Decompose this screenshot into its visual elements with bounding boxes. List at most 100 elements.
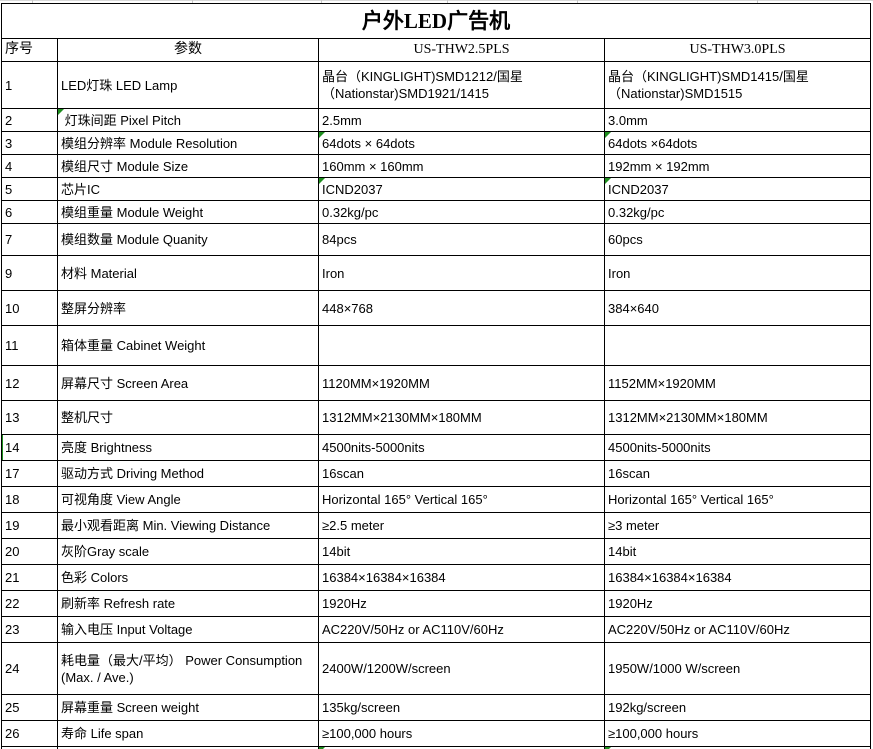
cell-value-thw30pls[interactable]: ≥3 meter [604,512,871,539]
column-header-parameter[interactable]: 参数 [57,38,319,62]
cell-value-thw30pls[interactable]: 晶台（KINGLIGHT)SMD1415/国星 （Nationstar)SMD1… [604,61,871,109]
table-row: 11 箱体重量 Cabinet Weight [1,325,871,366]
cell-value-thw30pls[interactable]: 1920Hz [604,590,871,617]
cell-value-thw25pls[interactable]: ≥2.5 meter [318,512,605,539]
cell-row-number[interactable]: 21 [1,564,58,591]
column-header-index[interactable]: 序号 [1,38,58,62]
cell-row-number[interactable]: 26 [1,720,58,747]
cell-value-thw30pls[interactable]: 4500nits-5000nits [604,434,871,461]
cell-row-number[interactable]: 3 [1,131,58,155]
cell-parameter[interactable]: 模组重量 Module Weight [57,200,319,224]
cell-value-thw25pls[interactable]: 16384×16384×16384 [318,564,605,591]
cell-row-number[interactable]: 25 [1,694,58,721]
cell-row-number[interactable]: 23 [1,616,58,643]
cell-value-thw30pls[interactable]: 1950W/1000 W/screen [604,642,871,695]
cell-value-thw30pls[interactable]: 192kg/screen [604,694,871,721]
cell-value-thw30pls[interactable]: 1152MM×1920MM [604,365,871,401]
cell-row-number[interactable]: 1 [1,61,58,109]
cell-parameter[interactable]: 整屏分辨率 [57,290,319,326]
cell-parameter[interactable]: 输入电压 Input Voltage [57,616,319,643]
cell-row-number[interactable]: 20 [1,538,58,565]
cell-parameter[interactable]: 整机尺寸 [57,400,319,435]
cell-value-thw25pls[interactable]: 晶台（KINGLIGHT)SMD1212/国星 （Nationstar)SMD1… [318,61,605,109]
cell-parameter[interactable]: 驱动方式 Driving Method [57,460,319,487]
cell-value-thw25pls[interactable]: 16scan [318,460,605,487]
cell-value-thw25pls[interactable]: 1312MM×2130MM×180MM [318,400,605,435]
cell-value-thw25pls[interactable]: 1920Hz [318,590,605,617]
cell-value-thw30pls[interactable]: 3.0mm [604,108,871,132]
cell-value-thw25pls[interactable]: 448×768 [318,290,605,326]
cell-value-thw25pls[interactable]: AC220V/50Hz or AC110V/60Hz [318,616,605,643]
cell-value-thw25pls[interactable]: Horizontal 165° Vertical 165° [318,486,605,513]
cell-parameter[interactable]: 箱体重量 Cabinet Weight [57,325,319,366]
cell-row-number[interactable]: 5 [1,177,58,201]
cell-row-number[interactable]: 18 [1,486,58,513]
cell-parameter[interactable]: 模组数量 Module Quanity [57,223,319,256]
cell-row-number[interactable]: 10 [1,290,58,326]
cell-value-thw25pls[interactable]: 84pcs [318,223,605,256]
cell-parameter[interactable]: 模组尺寸 Module Size [57,154,319,178]
cell-parameter[interactable]: 可视角度 View Angle [57,486,319,513]
cell-parameter[interactable]: 寿命 Life span [57,720,319,747]
cell-parameter[interactable]: 耗电量（最大/平均） Power Consumption (Max. / Ave… [57,642,319,695]
cell-row-number[interactable]: 12 [1,365,58,401]
cell-row-number[interactable]: 22 [1,590,58,617]
cell-value-thw30pls[interactable]: ≥100,000 hours [604,720,871,747]
cell-parameter[interactable]: 色彩 Colors [57,564,319,591]
cell-value-thw30pls[interactable]: 384×640 [604,290,871,326]
cell-row-number[interactable]: 19 [1,512,58,539]
cell-value-thw25pls[interactable]: ICND2037 [318,177,605,201]
cell-value-thw30pls[interactable]: 192mm × 192mm [604,154,871,178]
cell-row-number[interactable]: 14 [1,434,58,461]
cell-parameter[interactable]: LED灯珠 LED Lamp [57,61,319,109]
cell-parameter[interactable]: 模组分辨率 Module Resolution [57,131,319,155]
cell-value-thw30pls[interactable]: 64dots ×64dots [604,131,871,155]
cell-value-thw30pls[interactable]: ICND2037 [604,177,871,201]
cell-parameter[interactable]: 最小观看距离 Min. Viewing Distance [57,512,319,539]
cell-row-number[interactable]: 13 [1,400,58,435]
cell-partial[interactable] [604,746,871,749]
cell-row-number[interactable]: 4 [1,154,58,178]
cell-value-thw30pls[interactable]: 60pcs [604,223,871,256]
cell-parameter[interactable]: 材料 Material [57,255,319,291]
cell-row-number[interactable]: 6 [1,200,58,224]
cell-value-thw30pls[interactable]: 1312MM×2130MM×180MM [604,400,871,435]
cell-parameter[interactable]: 屏幕尺寸 Screen Area [57,365,319,401]
cell-value-thw25pls[interactable]: 1120MM×1920MM [318,365,605,401]
cell-value-thw30pls[interactable]: Horizontal 165° Vertical 165° [604,486,871,513]
cell-value-thw30pls[interactable]: AC220V/50Hz or AC110V/60Hz [604,616,871,643]
cell-value-thw25pls[interactable]: ≥100,000 hours [318,720,605,747]
cell-row-number[interactable]: 9 [1,255,58,291]
cell-value-thw25pls[interactable]: 2.5mm [318,108,605,132]
gridline [32,0,33,3]
cell-value-thw30pls[interactable]: 14bit [604,538,871,565]
cell-value-thw25pls[interactable]: 64dots × 64dots [318,131,605,155]
cell-row-number[interactable]: 11 [1,325,58,366]
column-header-model-thw30pls[interactable]: US-THW3.0PLS [604,38,871,62]
cell-row-number[interactable]: 7 [1,223,58,256]
cell-parameter[interactable]: 灯珠间距 Pixel Pitch [57,108,319,132]
cell-parameter[interactable]: 亮度 Brightness [57,434,319,461]
cell-value-thw30pls[interactable]: 0.32kg/pc [604,200,871,224]
page-title[interactable]: 户外LED广告机 [1,3,871,39]
column-header-model-thw25pls[interactable]: US-THW2.5PLS [318,38,605,62]
cell-value-thw30pls[interactable]: 16scan [604,460,871,487]
cell-value-thw25pls[interactable]: 135kg/screen [318,694,605,721]
cell-row-number[interactable]: 24 [1,642,58,695]
cell-parameter[interactable]: 刷新率 Refresh rate [57,590,319,617]
cell-row-number[interactable]: 2 [1,108,58,132]
cell-value-thw30pls[interactable] [604,325,871,366]
cell-value-thw30pls[interactable]: Iron [604,255,871,291]
cell-value-thw30pls[interactable]: 16384×16384×16384 [604,564,871,591]
cell-parameter[interactable]: 灰阶Gray scale [57,538,319,565]
cell-value-thw25pls[interactable]: 0.32kg/pc [318,200,605,224]
cell-value-thw25pls[interactable] [318,325,605,366]
cell-parameter[interactable]: 芯片IC [57,177,319,201]
cell-row-number[interactable]: 17 [1,460,58,487]
cell-value-thw25pls[interactable]: 2400W/1200W/screen [318,642,605,695]
cell-parameter[interactable]: 屏幕重量 Screen weight [57,694,319,721]
cell-value-thw25pls[interactable]: Iron [318,255,605,291]
cell-value-thw25pls[interactable]: 160mm × 160mm [318,154,605,178]
cell-value-thw25pls[interactable]: 4500nits-5000nits [318,434,605,461]
cell-value-thw25pls[interactable]: 14bit [318,538,605,565]
